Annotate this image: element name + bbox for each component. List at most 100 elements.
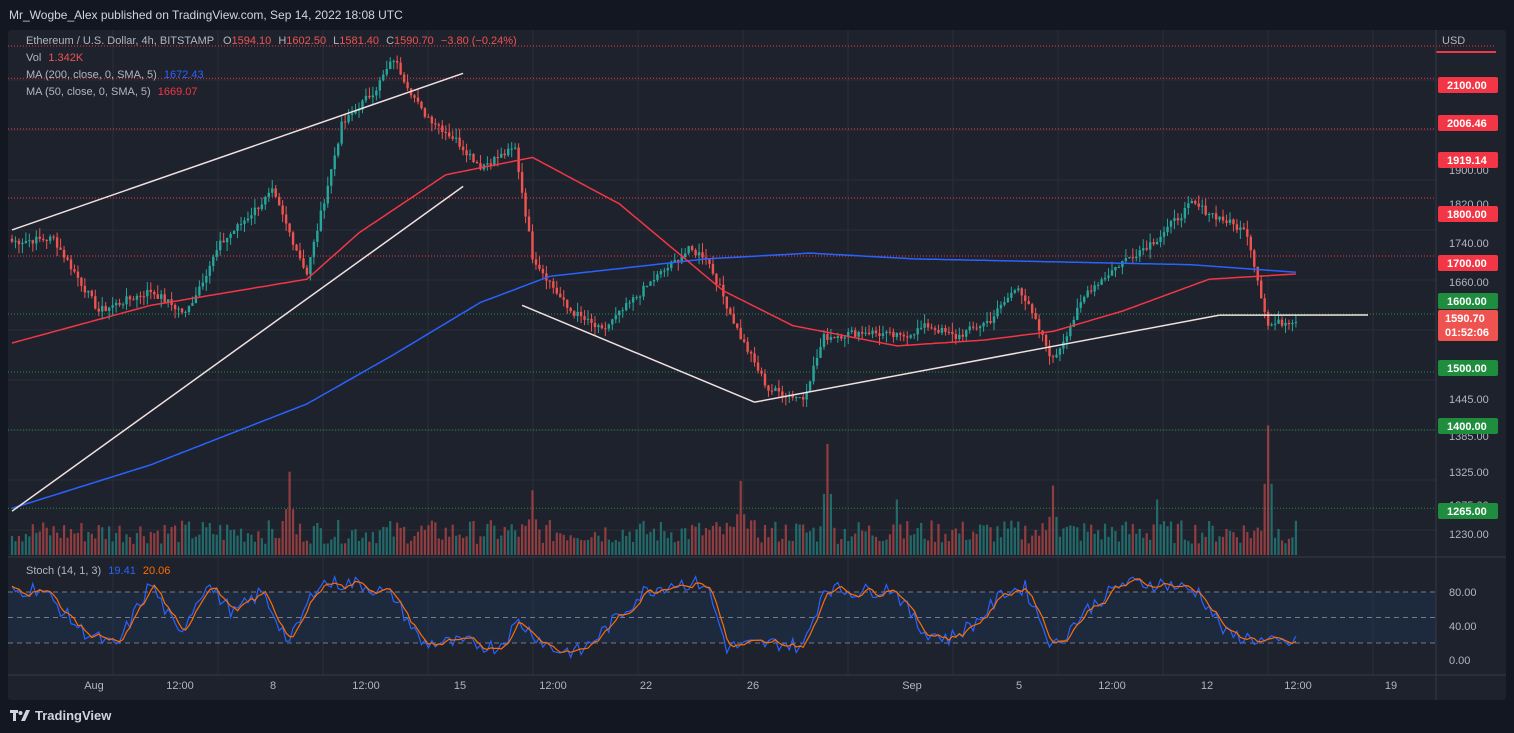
candle-body	[746, 341, 749, 352]
price-axis-tick: 1740.00	[1449, 238, 1489, 250]
volume-bar	[951, 529, 954, 555]
candle-body	[566, 299, 569, 308]
candle-body	[354, 110, 357, 114]
volume-bar	[1010, 520, 1013, 555]
candle-body	[673, 259, 676, 262]
candle-body	[892, 331, 895, 337]
stoch-axis-tick: 40.00	[1449, 621, 1477, 633]
volume-bar	[722, 534, 725, 555]
candle-body	[1131, 257, 1135, 259]
candle-body	[382, 74, 385, 81]
volume-bar	[573, 537, 576, 555]
volume-bar	[857, 522, 860, 555]
level-tag-text: 2100.00	[1447, 80, 1487, 92]
volume-bar	[517, 536, 520, 555]
volume-bar	[968, 539, 971, 555]
legend-stoch-k: 19.41	[108, 565, 136, 577]
volume-bar	[364, 532, 368, 555]
chart-canvas[interactable]: 1900.001820.001740.001660.001445.001385.…	[8, 30, 1506, 700]
volume-bar	[1003, 521, 1006, 555]
volume-bar	[1159, 524, 1162, 555]
candle-body	[808, 381, 812, 392]
price-axis-currency: USD	[1442, 35, 1465, 47]
candle-body	[1273, 323, 1277, 325]
volume-bar	[503, 526, 506, 555]
chart-frame[interactable]: 1900.00 1820.00 1740.00 1660.00 1445.00 1385.…	[8, 30, 1506, 700]
level-tag-1265.00	[1438, 503, 1498, 519]
volume-bar	[455, 535, 458, 555]
legend-ma200-label: MA (200, close, 0, SMA, 5)	[26, 69, 157, 81]
volume-bar	[753, 520, 756, 555]
candle-body	[690, 246, 694, 251]
volume-bar	[264, 543, 267, 555]
volume-bar	[670, 532, 673, 555]
legend-symbol: Ethereum / U.S. Dollar, 4h, BITSTAMP	[26, 35, 214, 47]
candle-body	[1256, 266, 1259, 281]
candle-body	[777, 387, 781, 392]
candle-body	[128, 296, 132, 300]
level-tag-text: 1919.14	[1447, 155, 1488, 167]
volume-bar	[1173, 543, 1176, 555]
candle-body	[194, 295, 198, 304]
candle-body	[319, 210, 323, 231]
volume-bar	[760, 542, 763, 555]
candle-body	[451, 136, 454, 139]
volume-bar	[815, 541, 819, 555]
volume-bar	[1006, 528, 1009, 555]
volume-bar	[83, 541, 86, 555]
volume-bar	[711, 525, 715, 555]
candle-body	[680, 257, 683, 263]
candle-body	[350, 113, 354, 115]
volume-bar	[1156, 499, 1159, 555]
volume-bar	[392, 536, 395, 555]
volume-bar	[1013, 527, 1016, 555]
volume-bar	[500, 535, 503, 555]
candle-body	[1173, 218, 1176, 221]
volume-bar	[361, 537, 364, 555]
candle-body	[572, 311, 576, 316]
candle-body	[725, 296, 729, 309]
footer-bar	[0, 700, 1514, 733]
candle-body	[607, 324, 611, 329]
volume-bar	[854, 533, 857, 555]
candle-body	[718, 284, 722, 286]
volume-bar	[847, 541, 850, 555]
price-axis-tick: 1660.00	[1449, 277, 1489, 289]
volume-bar	[1044, 530, 1048, 555]
candle-body	[21, 242, 24, 245]
volume-bar	[763, 524, 767, 555]
candle-body	[656, 274, 659, 281]
candle-body	[1294, 322, 1298, 324]
countdown-value: 01:52:06	[1445, 327, 1489, 339]
candle-body	[906, 336, 909, 338]
candle-body	[1145, 248, 1148, 250]
tradingview-logo[interactable]: TradingView	[10, 708, 111, 723]
volume-bar	[1124, 521, 1127, 555]
volume-bar	[302, 541, 305, 555]
volume-bar	[829, 493, 833, 555]
level-tag-1400.00	[1438, 418, 1498, 434]
level-tag-text: 1600.00	[1447, 296, 1487, 308]
candle-body	[628, 302, 631, 304]
volume-bar	[167, 533, 170, 555]
volume-bar	[441, 539, 444, 555]
volume-bar	[756, 537, 760, 555]
candle-body	[389, 61, 392, 70]
candle-body	[201, 282, 205, 287]
candle-body	[885, 331, 888, 334]
volume-bar	[1162, 521, 1166, 555]
volume-bar	[701, 535, 704, 555]
candle-body	[1225, 220, 1228, 223]
volume-bar	[708, 530, 711, 555]
candle-body	[999, 304, 1003, 309]
volume-bar	[1027, 543, 1030, 555]
legend-ma200-row: MA (200, close, 0, SMA, 5) 1672.43	[26, 69, 204, 81]
volume-bar	[378, 530, 381, 555]
volume-bar	[621, 529, 624, 555]
candle-body	[1277, 319, 1280, 324]
volume-bar	[805, 532, 808, 555]
candle-body	[513, 147, 517, 149]
price-axis-tick: 1445.00	[1449, 394, 1489, 406]
volume-bar	[108, 526, 111, 555]
volume-bar	[649, 531, 652, 555]
